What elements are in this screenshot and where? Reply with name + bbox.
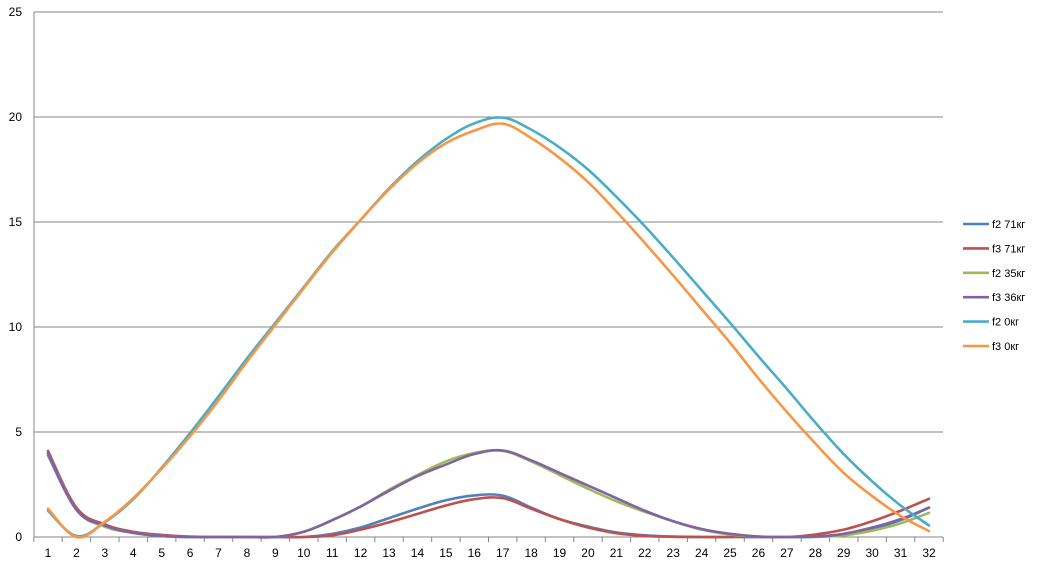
x-tick-label: 26 [752, 546, 766, 560]
x-axis [33, 12, 944, 542]
series-lines [46, 116, 931, 539]
legend-label: f3 0кг [992, 341, 1019, 353]
legend-label: f3 36кг [992, 292, 1025, 304]
x-tick-label: 18 [524, 546, 538, 560]
x-tick-label: 15 [439, 546, 453, 560]
x-tick-label: 6 [187, 546, 194, 560]
legend-label: f2 0кг [992, 317, 1019, 329]
x-tick-label: 19 [553, 546, 567, 560]
x-tick-label: 27 [780, 546, 794, 560]
x-tick-label: 28 [809, 546, 823, 560]
x-tick-label: 20 [581, 546, 595, 560]
x-tick-label: 10 [297, 546, 311, 560]
x-tick-label: 8 [244, 546, 251, 560]
gridlines [34, 11, 943, 433]
x-tick-label: 17 [496, 546, 510, 560]
x-tick-label: 30 [865, 546, 879, 560]
x-tick-label: 11 [326, 546, 339, 560]
x-tick-label: 21 [610, 546, 624, 560]
x-tick-label: 24 [695, 546, 709, 560]
legend-label: f2 71кг [992, 219, 1025, 231]
y-tick-label: 5 [15, 425, 22, 439]
legend-label: f3 71кг [992, 243, 1025, 255]
series-line-5 [46, 116, 931, 538]
series-line-6 [46, 122, 931, 539]
y-tick-label: 10 [9, 320, 23, 334]
x-tick-label: 9 [272, 546, 279, 560]
x-tick-label: 22 [638, 546, 652, 560]
x-tick-label: 29 [837, 546, 851, 560]
x-tick-label: 23 [667, 546, 681, 560]
series-line-1 [46, 453, 931, 539]
x-tick-label: 13 [382, 546, 396, 560]
legend-label: f2 35кг [992, 268, 1025, 280]
x-tick-label: 2 [73, 546, 80, 560]
legend: f2 71кг f3 71кг f2 35кг f3 36кг f2 0кг f3 0кг [963, 219, 1025, 353]
x-tick-label: 7 [215, 546, 222, 560]
x-tick-label: 12 [354, 546, 368, 560]
x-tick-label: 31 [894, 546, 908, 560]
series-line-4 [46, 448, 931, 539]
y-tick-label: 20 [9, 110, 23, 124]
x-tick-label: 16 [468, 546, 482, 560]
y-tick-label: 0 [15, 530, 22, 544]
y-tick-label: 25 [9, 5, 23, 19]
y-tick-label: 15 [9, 215, 23, 229]
x-tick-label: 3 [101, 546, 108, 560]
x-tick-label: 14 [411, 546, 425, 560]
x-tick-label: 5 [158, 546, 165, 560]
x-tick-label: 25 [723, 546, 737, 560]
x-tick-label: 1 [45, 546, 52, 560]
x-tick-label: 4 [130, 546, 137, 560]
x-axis-tick-labels: 1 2 3 4 5 6 7 8 9 10 11 12 13 14 15 16 17 18 19 20 21 22 23 24 2… [45, 546, 936, 560]
x-tick-label: 32 [922, 546, 936, 560]
y-axis-tick-labels: 0 5 10 15 20 25 [9, 5, 23, 544]
